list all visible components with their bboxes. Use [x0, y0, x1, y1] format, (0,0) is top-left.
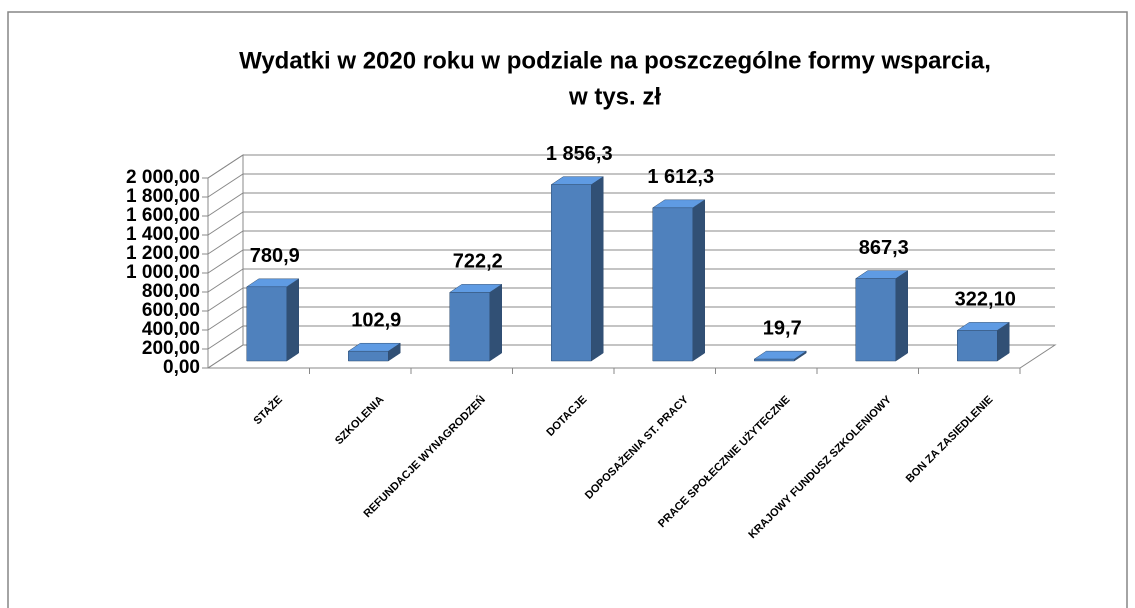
value-label: 722,2 — [453, 251, 503, 273]
y-tick-label: 1 200,00 — [126, 243, 200, 264]
value-label: 322,10 — [955, 289, 1016, 311]
value-label: 780,9 — [250, 245, 300, 267]
grid-line — [207, 306, 1055, 331]
bar — [956, 321, 1011, 362]
bar — [651, 199, 706, 362]
bar-front — [348, 350, 389, 362]
grid-line — [207, 249, 1055, 274]
bar — [245, 278, 300, 362]
bar — [347, 342, 402, 362]
y-tick-label: 1 800,00 — [126, 186, 200, 207]
y-tick-label: 0,00 — [163, 357, 200, 378]
grid-line — [207, 344, 1055, 369]
bar-front — [551, 184, 592, 362]
grid-line — [207, 173, 1055, 198]
bar — [854, 270, 909, 362]
y-tick-label: 1 400,00 — [126, 224, 200, 245]
y-tick-label: 2 000,00 — [126, 167, 200, 188]
bar-side — [895, 270, 908, 362]
y-tick-label: 800,00 — [142, 281, 200, 302]
bar — [753, 350, 808, 362]
grid-line — [207, 154, 1055, 179]
bar-front — [855, 278, 896, 362]
grid-line — [207, 230, 1055, 255]
bar-front — [246, 286, 287, 362]
y-tick-label: 400,00 — [142, 319, 200, 340]
y-tick-label: 1 000,00 — [126, 262, 200, 283]
bar-side — [286, 278, 299, 362]
bar-front — [754, 358, 795, 362]
bar — [550, 176, 605, 362]
chart-title: w tys. zł — [568, 83, 661, 110]
chart-title: Wydatki w 2020 roku w podziale na poszcz… — [239, 47, 991, 74]
value-label: 1 612,3 — [647, 166, 714, 188]
grid-line — [207, 192, 1055, 217]
bar-front — [652, 207, 693, 362]
grid-line — [207, 211, 1055, 236]
value-label: 867,3 — [859, 237, 909, 259]
y-tick-label: 600,00 — [142, 300, 200, 321]
value-label: 1 856,3 — [546, 143, 613, 165]
grid-line — [207, 325, 1055, 350]
grid-line — [207, 268, 1055, 293]
grid-line — [207, 287, 1055, 312]
bar-front — [957, 330, 998, 362]
bar — [448, 283, 503, 362]
y-tick-label: 200,00 — [142, 338, 200, 359]
value-label: 19,7 — [763, 317, 802, 339]
bar-front — [449, 292, 490, 362]
bar-side — [591, 176, 604, 362]
bar-side — [692, 199, 705, 362]
y-tick-label: 1 600,00 — [126, 205, 200, 226]
bar-side — [489, 283, 502, 362]
value-label: 102,9 — [351, 310, 401, 332]
